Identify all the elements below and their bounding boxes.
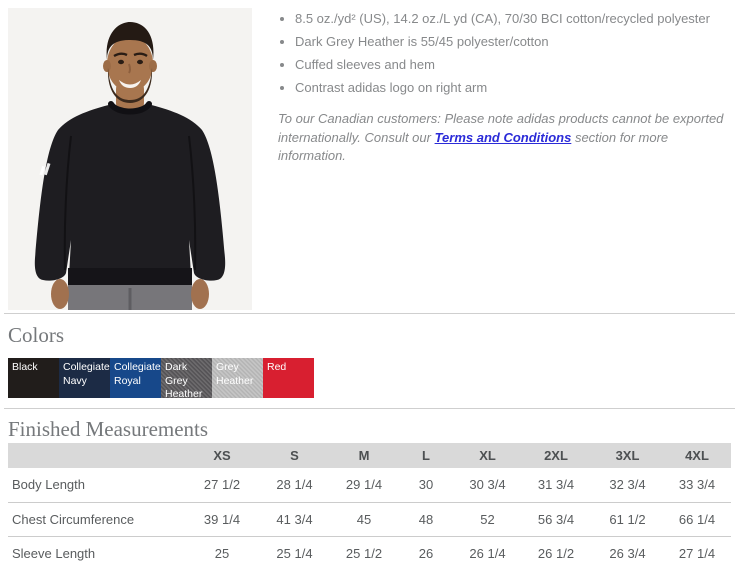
- note-suffix: section for more information.: [278, 129, 669, 164]
- canadian-customers-note: To our Canadian customers: Please note a…: [278, 110, 731, 167]
- size-column-header: L: [397, 443, 455, 468]
- measurement-value: 26: [397, 535, 455, 570]
- product-photo: [8, 8, 252, 310]
- size-column-header: S: [258, 443, 331, 468]
- size-column-header: 2XL: [520, 443, 592, 468]
- color-swatch-label: Black: [12, 361, 38, 373]
- product-photo-illustration: [8, 8, 252, 310]
- measurement-value: 45: [331, 501, 397, 536]
- adidas-logo-mark: [39, 162, 51, 176]
- measurement-value: 25: [186, 535, 258, 570]
- color-swatch-label: Dark Grey Heather: [165, 361, 203, 398]
- section-divider: [4, 408, 735, 409]
- measurement-value: 33 3/4: [678, 477, 716, 493]
- measurement-row-sleeve-length: Sleeve Length 25 25 1/4 25 1/2 26 26 1/4…: [8, 535, 731, 570]
- colors-heading: Colors: [8, 323, 65, 347]
- measurement-row-label: Sleeve Length: [8, 535, 186, 570]
- measurement-value: 25 1/2: [331, 535, 397, 570]
- feature-item: Cuffed sleeves and hem: [295, 56, 731, 74]
- measurement-value: 56 3/4: [520, 501, 592, 536]
- measurement-value: 32 3/4: [609, 477, 646, 493]
- measurement-value: 25 1/4: [258, 535, 331, 570]
- color-swatch-label: Collegiate Royal: [114, 361, 161, 387]
- measurement-value: 27 1/4: [663, 535, 731, 570]
- size-column-header: XL: [455, 443, 520, 468]
- measurement-value: 30: [418, 477, 434, 493]
- measurement-value: 66 1/4: [663, 501, 731, 536]
- color-swatch-collegiate-royal: Collegiate Royal: [110, 358, 161, 398]
- measurement-value: 27 1/2: [203, 477, 241, 493]
- color-swatch-strip: Black Collegiate Navy Collegiate Royal D…: [8, 358, 739, 398]
- color-swatch-grey-heather: Grey Heather: [212, 358, 263, 398]
- measurement-value: 30 3/4: [469, 477, 506, 493]
- measurements-heading: Finished Measurements: [8, 417, 209, 441]
- measurement-row-label: Chest Circumference: [8, 501, 186, 536]
- size-column-header: XS: [186, 443, 258, 468]
- measurement-row-label: Body Length: [12, 477, 86, 493]
- measurement-value: 31 3/4: [537, 477, 575, 493]
- product-top-section: 8.5 oz./yd² (US), 14.2 oz./L yd (CA), 70…: [0, 0, 739, 310]
- size-header-spacer: [8, 443, 186, 468]
- feature-list: 8.5 oz./yd² (US), 14.2 oz./L yd (CA), 70…: [278, 10, 731, 97]
- measurement-value: 26 1/2: [520, 535, 592, 570]
- measurement-value: 28 1/4: [276, 477, 313, 493]
- color-swatch-dark-grey-heather: Dark Grey Heather: [161, 358, 212, 398]
- measurement-row-chest-circumference: Chest Circumference 39 1/4 41 3/4 45 48 …: [8, 501, 731, 536]
- feature-item: Contrast adidas logo on right arm: [295, 79, 731, 97]
- measurement-value: 52: [455, 501, 520, 536]
- color-swatch-label: Collegiate Navy: [63, 361, 110, 387]
- size-column-header: 3XL: [592, 443, 663, 468]
- measurement-row-body-length: Body Length 27 1/2 28 1/4 29 1/4 30 30 3…: [8, 468, 731, 502]
- color-swatch-black: Black: [8, 358, 59, 398]
- measurement-value: 39 1/4: [186, 501, 258, 536]
- size-header-row: XS S M L XL 2XL 3XL 4XL: [8, 443, 731, 468]
- terms-and-conditions-link[interactable]: Terms and Conditions: [434, 129, 572, 145]
- measurement-value: 29 1/4: [345, 477, 383, 493]
- section-divider: [4, 313, 735, 314]
- size-column-header: M: [331, 443, 397, 468]
- measurement-value: 26 1/4: [455, 535, 520, 570]
- note-prefix: To our Canadian customers: Please note a…: [278, 110, 724, 145]
- measurements-table: XS S M L XL 2XL 3XL 4XL Body Length 27 1…: [8, 443, 731, 570]
- product-details: 8.5 oz./yd² (US), 14.2 oz./L yd (CA), 70…: [278, 8, 731, 310]
- color-swatch-collegiate-navy: Collegiate Navy: [59, 358, 110, 398]
- color-swatch-label: Red: [267, 361, 287, 373]
- measurement-value: 48: [397, 501, 455, 536]
- color-swatch-label: Grey Heather: [216, 361, 254, 387]
- color-swatch-red: Red: [263, 358, 314, 398]
- measurement-value: 26 3/4: [592, 535, 663, 570]
- size-column-header: 4XL: [663, 443, 731, 468]
- feature-item: Dark Grey Heather is 55/45 polyester/cot…: [295, 33, 731, 51]
- measurement-value: 61 1/2: [592, 501, 663, 536]
- measurement-value: 41 3/4: [258, 501, 331, 536]
- feature-item: 8.5 oz./yd² (US), 14.2 oz./L yd (CA), 70…: [295, 10, 731, 28]
